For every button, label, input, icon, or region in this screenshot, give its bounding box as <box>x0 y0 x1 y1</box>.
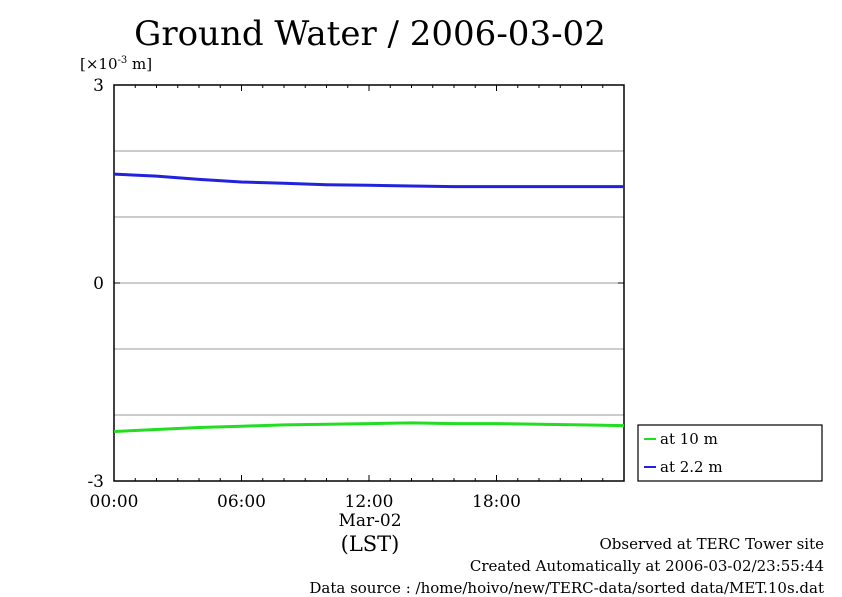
footer-created-timestamp: Created Automatically at 2006-03-02/23:5… <box>470 557 824 575</box>
y-tick-label-1: 0 <box>93 274 104 294</box>
y-tick-label-0: 3 <box>93 76 104 96</box>
x-axis-label: (LST) <box>300 532 440 556</box>
y-tick-label-2: -3 <box>87 472 104 492</box>
legend-label-1: at 2.2 m <box>660 458 723 476</box>
footer-observed-site: Observed at TERC Tower site <box>599 535 824 553</box>
x-tick-label-2: 12:00 <box>345 492 394 512</box>
series-line-0 <box>114 423 624 432</box>
x-axis-date-label: Mar-02 <box>300 511 440 531</box>
x-tick-label-3: 18:00 <box>472 492 521 512</box>
footer-data-source: Data source : /home/hoivo/new/TERC-data/… <box>309 579 824 597</box>
legend-label-0: at 10 m <box>660 430 718 448</box>
series-line-1 <box>114 174 624 187</box>
x-tick-label-1: 06:00 <box>217 492 266 512</box>
x-tick-label-0: 00:00 <box>90 492 139 512</box>
